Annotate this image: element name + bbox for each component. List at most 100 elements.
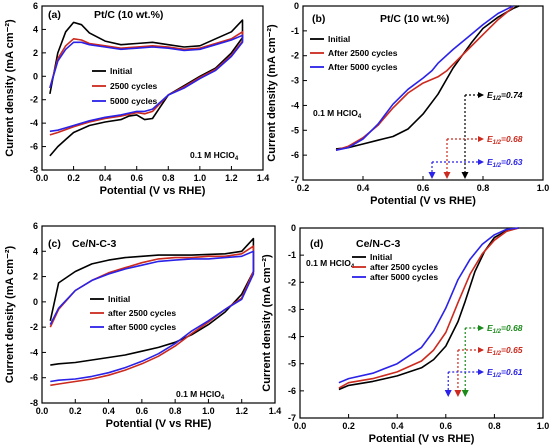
- half-wave-pointer: [478, 369, 484, 375]
- plot-frame: [41, 5, 264, 171]
- y-tick-label: -5: [288, 359, 296, 369]
- half-wave-pointer: [478, 325, 484, 331]
- x-axis-label: Potential (V vs RHE): [369, 433, 475, 445]
- series-line-3: [49, 250, 255, 383]
- x-tick-label: 0.4: [102, 406, 115, 416]
- y-tick-label: -6: [30, 142, 38, 152]
- y-tick-label: -5: [291, 125, 299, 135]
- x-tick-label: 0.8: [169, 406, 182, 416]
- y-tick-label: 2: [33, 48, 38, 58]
- x-tick-label: 0.8: [488, 421, 501, 431]
- half-wave-pointer: [478, 92, 484, 98]
- y-tick-label: 4: [33, 24, 38, 34]
- panel-label: (a): [48, 9, 61, 21]
- y-tick-label: 6: [33, 221, 38, 231]
- half-wave-value: =0.74: [501, 90, 523, 100]
- half-wave-subscript: 1/2: [493, 329, 502, 335]
- y-axis-label: Current density (mA cm⁻²): [266, 24, 278, 162]
- legend-label: after 2500 cycles: [370, 262, 438, 272]
- y-axis-label: Current density (mA cm⁻²): [4, 19, 16, 157]
- y-tick-label: -7: [291, 175, 299, 185]
- legend-label: Initial: [328, 34, 350, 44]
- x-tick-label: 0.6: [440, 421, 453, 431]
- y-tick-label: -2: [291, 51, 299, 61]
- y-tick-label: -1: [288, 250, 296, 260]
- legend-label: after 5000 cycles: [370, 272, 438, 282]
- half-wave-arrowhead: [444, 390, 452, 397]
- legend-label: Initial: [370, 252, 392, 262]
- x-tick-label: 0.2: [297, 183, 310, 193]
- x-tick-label: 1.0: [537, 421, 550, 431]
- half-wave-arrowhead: [461, 390, 469, 397]
- y-axis-label: Current density (mA cm⁻²): [261, 254, 273, 392]
- legend-label: after 5000 cycles: [108, 322, 176, 332]
- x-tick-label: 0.6: [130, 173, 143, 183]
- legend-label: After 5000 cycles: [328, 62, 398, 72]
- chart-panel-3: 0.0 0.2 0.4 0.6 0.8 1.0 1.2 1.4 -8 -6 -4 -2 0 2 4 6 Pote…: [4, 221, 281, 430]
- half-wave-value: =0.68: [501, 134, 523, 144]
- x-tick-label: 0.0: [36, 173, 49, 183]
- y-tick-label: -2: [30, 95, 38, 105]
- y-tick-label: -6: [291, 150, 299, 160]
- y-tick-label: 0: [291, 223, 296, 233]
- y-tick-label: -4: [288, 332, 296, 342]
- x-axis-label: Potential (V vs RHE): [100, 185, 206, 197]
- panel-title: Ce/N-C-3: [72, 238, 116, 250]
- x-axis-label: Potential (V vs RHE): [106, 418, 212, 430]
- y-tick-label: -6: [288, 386, 296, 396]
- electrolyte-annotation: 0.1 M HClO4: [313, 108, 362, 120]
- half-wave-subscript: 1/2: [493, 373, 502, 379]
- x-tick-label: 0.6: [136, 406, 149, 416]
- x-tick-label: 0.4: [99, 173, 112, 183]
- series-line-2: [335, 6, 514, 151]
- y-tick-label: -6: [30, 373, 38, 383]
- chart-panel-1: 0.0 0.2 0.4 0.6 0.8 1.0 1.2 1.4 -8 -6 -4 -2 0 2 4 6 Pote…: [4, 1, 269, 197]
- legend-label: 2500 cycles: [110, 81, 158, 91]
- y-tick-label: 2: [33, 272, 38, 282]
- y-tick-label: -2: [30, 322, 38, 332]
- half-wave-arrowhead: [428, 172, 436, 179]
- chart-panel-4: 0.0 0.2 0.4 0.6 0.8 1.0 -7 -6 -5 -4 -3 -2 -1 0 Potenti…: [261, 223, 549, 445]
- x-tick-label: 1.0: [537, 183, 550, 193]
- x-tick-label: 0.6: [417, 183, 430, 193]
- y-tick-label: 0: [33, 297, 38, 307]
- x-tick-label: 0.2: [69, 406, 82, 416]
- half-wave-label: E1/2=0.63: [487, 157, 523, 169]
- y-tick-label: -3: [288, 304, 296, 314]
- legend-label: 5000 cycles: [110, 96, 158, 106]
- x-tick-label: 1.0: [202, 406, 215, 416]
- half-wave-pointer: [478, 159, 484, 165]
- electrolyte-annotation: 0.1 M HClO4: [190, 150, 239, 162]
- series-line-1: [49, 19, 244, 157]
- y-tick-label: 0: [33, 71, 38, 81]
- legend-label: Initial: [110, 66, 132, 76]
- half-wave-value: =0.68: [501, 323, 523, 333]
- y-tick-label: -4: [291, 100, 299, 110]
- panel-title: Pt/C (10 wt.%): [380, 13, 449, 25]
- series-line-2: [338, 227, 519, 389]
- legend-label: after 2500 cycles: [108, 308, 176, 318]
- y-tick-label: -2: [288, 277, 296, 287]
- x-tick-label: 0.2: [67, 173, 80, 183]
- x-tick-label: 1.2: [235, 406, 248, 416]
- half-wave-arrowhead: [461, 172, 469, 179]
- y-tick-label: 0: [294, 1, 299, 11]
- y-tick-label: -4: [30, 347, 38, 357]
- half-wave-subscript: 1/2: [493, 351, 502, 357]
- plot-frame: [299, 227, 544, 419]
- half-wave-value: =0.61: [501, 367, 523, 377]
- legend-label: After 2500 cycles: [328, 48, 398, 58]
- y-tick-label: -3: [291, 76, 299, 86]
- electrolyte-annotation: 0.1 M HClO4: [176, 389, 225, 401]
- half-wave-label: E1/2=0.61: [487, 367, 523, 379]
- half-wave-label: E1/2=0.74: [487, 90, 523, 102]
- panel-title: Ce/N-C-3: [356, 238, 400, 250]
- series-line-3: [335, 5, 514, 151]
- series-line-1: [335, 5, 520, 150]
- panel-title: Pt/C (10 wt.%): [94, 9, 163, 21]
- electrolyte-subscript: 4: [221, 395, 225, 401]
- half-wave-label: E1/2=0.65: [487, 345, 523, 357]
- x-tick-label: 1.4: [269, 406, 282, 416]
- x-tick-label: 1.2: [225, 173, 238, 183]
